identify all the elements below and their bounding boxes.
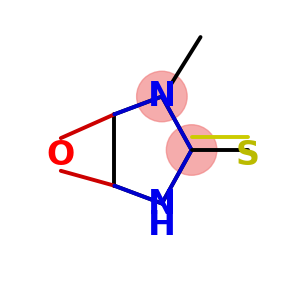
Text: O: O <box>47 140 75 172</box>
Text: N: N <box>148 80 176 113</box>
Text: N: N <box>148 188 176 221</box>
Circle shape <box>166 125 217 175</box>
Text: S: S <box>236 140 260 172</box>
Text: H: H <box>148 209 176 242</box>
Circle shape <box>136 71 187 122</box>
